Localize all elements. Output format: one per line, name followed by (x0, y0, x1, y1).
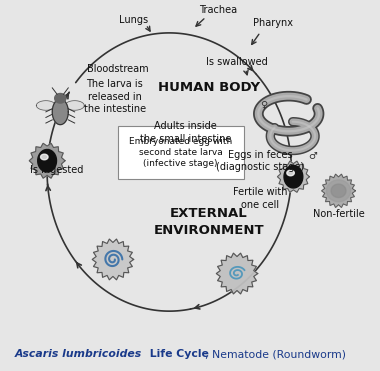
Polygon shape (326, 180, 351, 202)
Polygon shape (216, 253, 258, 294)
Polygon shape (41, 154, 48, 160)
Text: Trachea: Trachea (199, 5, 237, 15)
Polygon shape (92, 239, 134, 280)
Polygon shape (38, 150, 57, 172)
Text: Bloodstream: Bloodstream (87, 63, 148, 73)
Text: ♀: ♀ (260, 99, 267, 109)
Text: Adults inside
the small intestine: Adults inside the small intestine (139, 121, 231, 144)
Polygon shape (65, 101, 84, 110)
Text: EXTERNAL
ENVIRONMENT: EXTERNAL ENVIRONMENT (154, 207, 264, 237)
Text: Is ingested: Is ingested (30, 165, 84, 175)
Text: The larva is
released in
the intestine: The larva is released in the intestine (84, 79, 146, 114)
Text: Non-fertile: Non-fertile (313, 209, 364, 219)
Text: Embryonated egg with
second state larva
(infective stage): Embryonated egg with second state larva … (129, 137, 232, 168)
Text: Ascaris lumbricoides: Ascaris lumbricoides (15, 349, 142, 359)
Polygon shape (29, 143, 65, 178)
Text: Is swallowed: Is swallowed (206, 57, 268, 67)
Text: Lungs: Lungs (119, 15, 148, 25)
Text: Fertile with
one cell: Fertile with one cell (233, 187, 288, 210)
FancyBboxPatch shape (118, 126, 244, 178)
Polygon shape (55, 93, 66, 103)
Polygon shape (321, 174, 355, 207)
Polygon shape (277, 161, 309, 192)
Text: Pharynx: Pharynx (253, 17, 293, 27)
Text: Life Cycle: Life Cycle (146, 349, 209, 359)
Polygon shape (36, 101, 55, 110)
Text: ♂: ♂ (308, 151, 317, 161)
Text: , Nematode (Roundworm): , Nematode (Roundworm) (205, 349, 346, 359)
Polygon shape (331, 184, 346, 198)
Text: Eggs in feces
(diagnostic stage): Eggs in feces (diagnostic stage) (217, 150, 304, 172)
Polygon shape (52, 99, 68, 125)
Text: HUMAN BODY: HUMAN BODY (158, 81, 260, 94)
Polygon shape (284, 165, 303, 188)
Polygon shape (287, 170, 294, 176)
